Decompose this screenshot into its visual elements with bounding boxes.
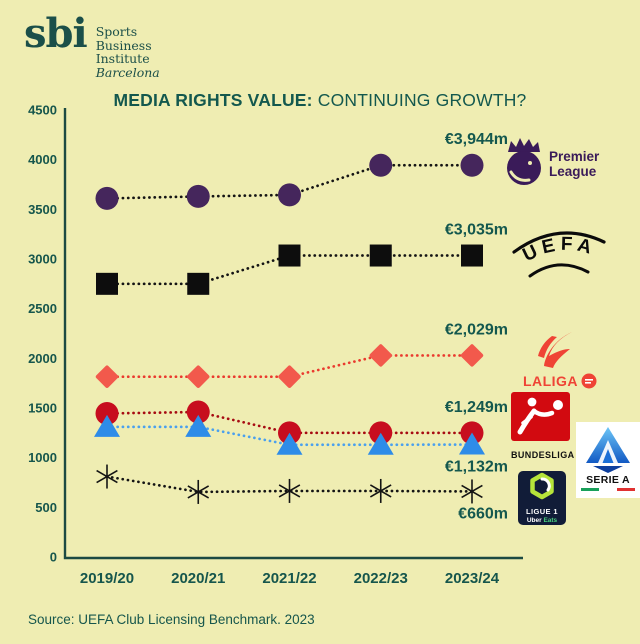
ea-sports-badge (581, 373, 597, 389)
y-tick-label: 0 (50, 550, 57, 565)
uber-eats-wordmark: Uber Eats (526, 517, 558, 524)
svg-text:UEFA: UEFA (520, 234, 599, 266)
marker-bundesliga (95, 401, 119, 425)
y-tick-label: 4500 (28, 103, 57, 118)
ligue1-logo: LIGUE 1 Uber Eats (518, 471, 566, 525)
marker-uefa (278, 244, 301, 267)
y-tick-label: 3500 (28, 202, 57, 217)
uefa-arc-text: UEFA (520, 234, 594, 266)
marker-uefa (96, 272, 118, 295)
serie-a-wordmark: SERIE A (586, 474, 630, 486)
marker-ligue-1 (461, 484, 483, 499)
italy-flag-stripe (581, 488, 635, 491)
value-label-premier-league: €3,944m (445, 131, 508, 148)
marker-premier-league (278, 183, 301, 207)
marker-ligue-1 (278, 484, 301, 498)
sbi-line-business: Business (95, 37, 152, 53)
x-tick-label: 2020/21 (171, 570, 225, 587)
sbi-line-barcelona: Barcelona (95, 64, 160, 80)
sbi-subtitle: Sports Business Institute Barcelona (96, 25, 160, 79)
marker-laliga (460, 344, 484, 367)
y-tick-label: 4000 (28, 152, 57, 167)
laliga-logo: LALIGA (514, 330, 606, 389)
chart-title-rest: CONTINUING GROWTH? (312, 90, 527, 110)
x-tick-label: 2021/22 (262, 570, 316, 587)
marker-serie-a (367, 432, 394, 455)
marker-laliga (278, 365, 301, 388)
marker-uefa (369, 244, 392, 267)
marker-laliga (369, 344, 392, 367)
marker-serie-a (459, 432, 485, 455)
serie-a-logo: SERIE A (576, 422, 640, 498)
premier-league-wordmark: Premier League (549, 149, 599, 179)
y-tick-label: 500 (35, 500, 57, 515)
y-tick-label: 1000 (28, 450, 57, 465)
laliga-wordmark: LALIGA (522, 373, 579, 389)
x-tick-label: 2019/20 (80, 570, 134, 587)
bundesliga-logo: BUNDESLIGA (511, 392, 575, 460)
chart-title-bold: MEDIA RIGHTS VALUE: (113, 90, 313, 110)
laliga-flame-icon (538, 332, 572, 368)
premier-league-logo: Premier League (503, 137, 599, 191)
series-line-laliga (105, 354, 474, 379)
source-note: Source: UEFA Club Licensing Benchmark. 2… (28, 612, 315, 627)
ligue1-hex-icon (530, 472, 554, 500)
marker-uefa (187, 272, 210, 295)
bundesliga-player-icon (511, 392, 570, 441)
marker-serie-a (185, 414, 212, 437)
value-label-serie-a: €1,132m (445, 459, 508, 476)
bundesliga-wordmark: BUNDESLIGA (511, 450, 575, 460)
marker-bundesliga (186, 400, 210, 424)
chart-title: MEDIA RIGHTS VALUE: CONTINUING GROWTH? (0, 90, 640, 111)
y-tick-label: 2000 (28, 351, 57, 366)
value-label-bundesliga: €1,249m (445, 399, 508, 416)
league-word: League (549, 164, 597, 179)
marker-ligue-1 (369, 484, 392, 498)
premier-word: Premier (549, 149, 600, 164)
value-label-uefa: €3,035m (445, 222, 508, 239)
marker-premier-league (369, 153, 393, 177)
sbi-logo: sbi Sports Business Institute Barcelona (24, 14, 160, 79)
marker-premier-league (95, 186, 119, 210)
marker-serie-a (94, 414, 120, 437)
x-tick-label: 2022/23 (354, 570, 408, 587)
y-tick-label: 3000 (28, 252, 57, 267)
marker-premier-league (186, 184, 210, 208)
marker-ligue-1 (96, 469, 118, 484)
x-tick-label: 2023/24 (445, 570, 500, 587)
sbi-line-institute: Institute (95, 51, 150, 66)
value-label-ligue-1: €660m (458, 505, 508, 522)
y-tick-label: 1500 (28, 401, 57, 416)
premier-league-lion-icon (507, 138, 541, 185)
marker-serie-a (276, 432, 303, 455)
sbi-wordmark: sbi (24, 10, 88, 57)
value-label-laliga: €2,029m (445, 321, 508, 338)
marker-ligue-1 (187, 485, 210, 499)
y-tick-label: 2500 (28, 301, 57, 316)
uefa-logo: UEFA (512, 231, 606, 278)
marker-laliga (95, 365, 119, 388)
ligue1-wordmark: LIGUE 1 (526, 507, 558, 516)
sbi-line-sports: Sports (95, 24, 138, 39)
axes (63, 108, 523, 560)
marker-premier-league (460, 153, 484, 177)
marker-laliga (187, 365, 210, 388)
serie-a-mark-icon (586, 427, 630, 473)
marker-uefa (461, 244, 483, 267)
